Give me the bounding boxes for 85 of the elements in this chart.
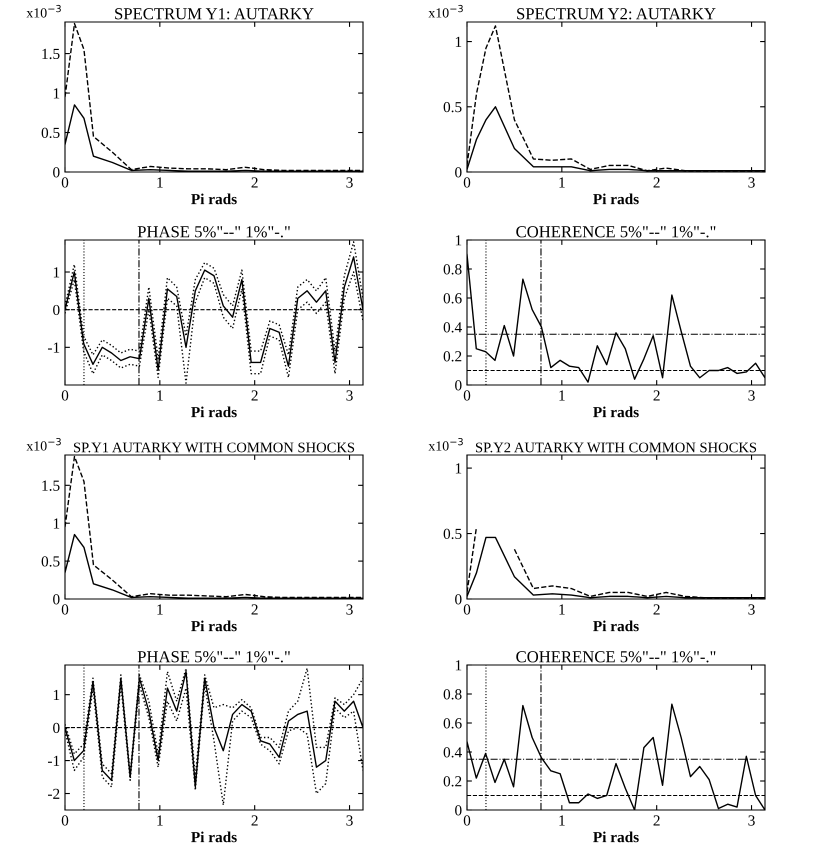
- text: x10$^{−3}$: [428, 438, 463, 451]
- y-tick-label: 0: [455, 594, 462, 604]
- x-tick-label: 0: [464, 177, 470, 188]
- y-tick-label: 0: [455, 380, 462, 390]
- x-axis-title: Pi rads: [191, 193, 237, 204]
- x-tick-label: 1: [157, 815, 163, 826]
- y-tick-label: 0: [53, 722, 60, 734]
- chart-title: SPECTRUM Y1: AUTARKY: [115, 8, 314, 20]
- x-axis-title: Pi rads: [191, 406, 237, 418]
- text: x10$^{−3}$: [428, 4, 463, 18]
- x-tick-label: 0: [464, 815, 470, 826]
- y-tick-label: 1: [456, 36, 462, 47]
- y-tick-label: 0.6: [444, 718, 462, 729]
- y-tick-label: 1: [456, 463, 462, 474]
- y-tick-label: 0.8: [444, 689, 462, 700]
- y-tick-label: -1: [48, 756, 60, 766]
- x-tick-label: 1: [559, 604, 565, 614]
- chart-title: SPECTRUM Y2: AUTARKY: [517, 8, 716, 20]
- y-tick-label: 1: [54, 690, 60, 700]
- x-tick-label: 2: [252, 177, 258, 188]
- x-tick-label: 2: [654, 815, 660, 826]
- x-tick-label: 2: [654, 604, 660, 614]
- y-tick-label: 1: [54, 518, 60, 529]
- x-tick-label: 3: [748, 815, 755, 826]
- x-tick-label: 1: [559, 177, 565, 188]
- y-tick-label: 0.4: [444, 322, 462, 333]
- x-axis-title: Pi rads: [593, 620, 639, 632]
- x-tick-label: 2: [252, 604, 258, 614]
- y-tick-label: 0.2: [444, 776, 462, 787]
- y-tick-label: 0: [53, 167, 60, 178]
- x-axis-title: Pi rads: [593, 193, 639, 204]
- x-tick-label: 2: [252, 390, 258, 400]
- y-tick-label: -1: [48, 342, 60, 353]
- text: x10$^{−3}$: [26, 438, 61, 451]
- y-tick-label: 0.6: [444, 293, 462, 304]
- x-tick-label: 3: [346, 604, 353, 615]
- x-tick-label: 3: [748, 604, 755, 615]
- x-tick-label: 3: [346, 177, 353, 188]
- x-tick-label: 2: [654, 177, 660, 188]
- x-axis-title: Pi rads: [593, 831, 639, 842]
- y-tick-label: 1: [54, 267, 60, 278]
- y-tick-label: 0: [53, 594, 60, 604]
- y-tick-label: 0.2: [444, 351, 462, 362]
- chart-title: PHASE 5%"--" 1%"-.": [138, 226, 290, 238]
- text: x10$^{−3}$: [26, 4, 61, 18]
- x-tick-label: 2: [252, 815, 258, 826]
- x-tick-label: 1: [157, 390, 163, 400]
- y-tick-label: 0.5: [444, 528, 462, 540]
- y-tick-label: 0.4: [444, 747, 462, 758]
- y-tick-label: 1.5: [42, 48, 60, 60]
- x-tick-label: 3: [346, 815, 353, 826]
- x-tick-label: 3: [748, 177, 755, 188]
- x-tick-label: 1: [559, 390, 565, 400]
- chart-title: PHASE 5%"--" 1%"-.": [138, 651, 290, 662]
- x-tick-label: 2: [654, 390, 660, 400]
- x-axis-title: Pi rads: [593, 406, 639, 418]
- x-axis-title: Pi rads: [191, 831, 237, 842]
- y-tick-label: 0.5: [444, 102, 462, 112]
- x-tick-label: 0: [62, 604, 68, 615]
- x-tick-label: 1: [157, 604, 163, 614]
- y-tick-label: 1.5: [42, 480, 60, 491]
- y-tick-label: 0.8: [444, 264, 462, 275]
- y-tick-label: 0: [455, 805, 462, 816]
- y-tick-label: 0.5: [42, 556, 60, 567]
- y-tick-label: 0: [53, 304, 60, 316]
- x-tick-label: 3: [346, 390, 353, 401]
- x-tick-label: 1: [559, 815, 565, 826]
- x-tick-label: 0: [62, 390, 68, 401]
- y-tick-label: 1: [54, 88, 60, 98]
- chart-title: COHERENCE 5%"--" 1%"-.": [516, 226, 716, 238]
- y-tick-label: -2: [48, 788, 60, 799]
- x-tick-label: 0: [62, 177, 68, 188]
- chart-title: COHERENCE 5%"--" 1%"-.": [516, 651, 716, 662]
- y-tick-label: 1: [456, 235, 462, 246]
- chart-title: SP.Y2 AUTARKY WITH COMMON SHOCKS: [476, 442, 756, 452]
- x-tick-label: 0: [464, 604, 470, 615]
- x-axis-title: Pi rads: [191, 620, 237, 632]
- x-tick-label: 1: [157, 177, 163, 188]
- x-tick-label: 0: [464, 390, 470, 401]
- y-tick-label: 1: [456, 660, 462, 670]
- y-tick-label: 0.5: [42, 128, 60, 138]
- x-tick-label: 3: [748, 390, 755, 401]
- x-tick-label: 0: [62, 815, 68, 826]
- chart-title: SP.Y1 AUTARKY WITH COMMON SHOCKS: [74, 442, 354, 452]
- y-tick-label: 0: [455, 167, 462, 178]
